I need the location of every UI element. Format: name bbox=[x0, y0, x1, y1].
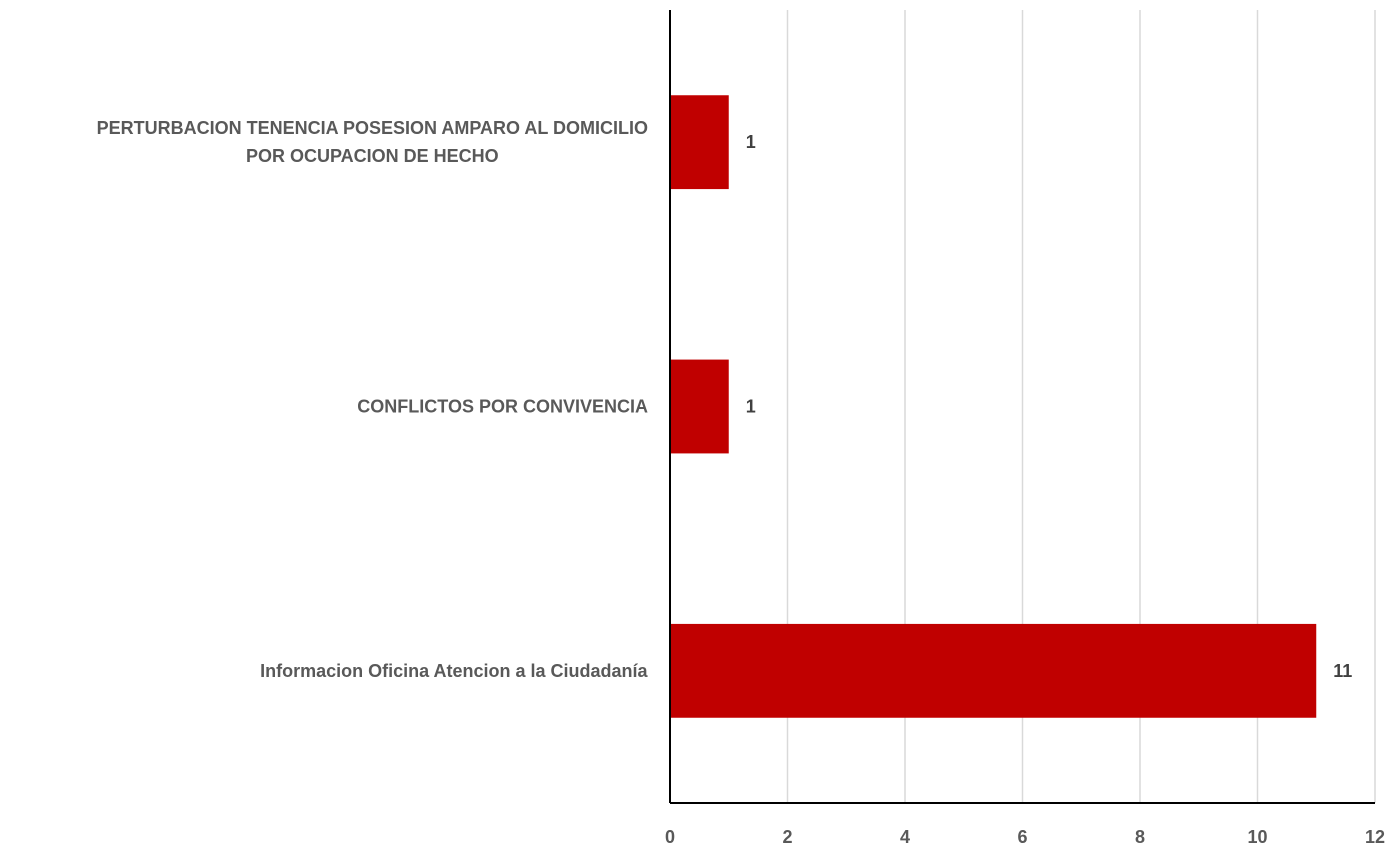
category-label-line: POR OCUPACION DE HECHO bbox=[246, 146, 499, 166]
bar-2 bbox=[670, 623, 1317, 718]
x-tick-labels: 0 2 4 6 8 10 12 bbox=[665, 827, 1385, 846]
x-tick-label-6: 6 bbox=[1017, 827, 1027, 846]
x-tick-label-2: 2 bbox=[782, 827, 792, 846]
data-label-2: 11 bbox=[1333, 661, 1352, 681]
category-label-2: Informacion Oficina Atencion a la Ciudad… bbox=[260, 661, 648, 681]
axes bbox=[669, 10, 1375, 804]
bar-1 bbox=[670, 359, 729, 454]
category-labels: PERTURBACION TENENCIA POSESION AMPARO AL… bbox=[97, 118, 649, 681]
data-label-1: 1 bbox=[746, 397, 756, 417]
category-label-0: PERTURBACION TENENCIA POSESION AMPARO AL… bbox=[97, 118, 648, 166]
bar-0 bbox=[670, 95, 729, 190]
bars bbox=[670, 95, 1317, 718]
x-tick-label-12: 12 bbox=[1365, 827, 1385, 846]
x-tick-label-4: 4 bbox=[900, 827, 910, 846]
data-label-0: 1 bbox=[746, 132, 756, 152]
x-tick-label-0: 0 bbox=[665, 827, 675, 846]
category-label-line: PERTURBACION TENENCIA POSESION AMPARO AL… bbox=[97, 118, 648, 138]
x-tick-label-10: 10 bbox=[1247, 827, 1267, 846]
x-tick-label-8: 8 bbox=[1135, 827, 1145, 846]
category-label-1: CONFLICTOS POR CONVIVENCIA bbox=[357, 397, 648, 417]
category-label-line: CONFLICTOS POR CONVIVENCIA bbox=[357, 397, 648, 417]
category-label-line: Informacion Oficina Atencion a la Ciudad… bbox=[260, 661, 648, 681]
